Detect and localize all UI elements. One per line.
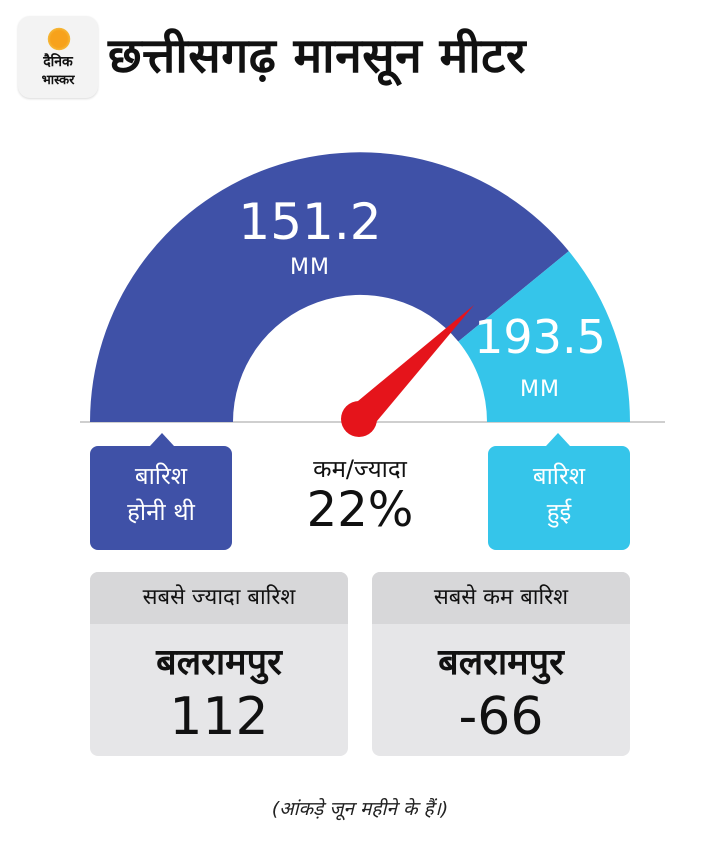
difference-label: कम/ज्यादा [313,455,407,483]
expected-label-pointer [150,433,174,446]
least-rain-value: -66 [458,687,544,747]
actual-label-line1: बारिश [532,462,586,490]
expected-rain-label: बारिश होनी थी [90,446,232,550]
expected-rain-unit: MM [290,255,330,280]
expected-rain-value: 151.2 [238,193,382,251]
actual-rain-unit: MM [520,377,560,402]
actual-label-line2: हुई [546,498,572,526]
dainik-bhaskar-logo: दैनिक भास्कर [18,16,98,98]
gauge-needle [341,305,474,437]
least-rain-header: सबसे कम बारिश [372,572,630,624]
most-rain-header: सबसे ज्यादा बारिश [90,572,348,624]
difference-value: 22% [306,482,414,538]
expected-rain-arc [90,152,569,423]
expected-label-line1: बारिश [134,462,188,490]
page-title: छत्तीसगढ़ मानसून मीटर [108,28,526,84]
actual-rain-label: बारिश हुई [488,446,630,550]
logo-line1: दैनिक [43,54,73,70]
most-rain-place: बलरामपुर [156,642,282,683]
least-rain-card: सबसे कम बारिश बलरामपुर -66 [372,572,630,756]
logo-line2: भास्कर [41,73,75,88]
actual-rain-arc [458,251,630,422]
most-rain-card: सबसे ज्यादा बारिश बलरामपुर 112 [90,572,348,756]
most-rain-value: 112 [169,687,269,747]
least-rain-place: बलरामपुर [438,642,564,683]
expected-label-line2: होनी थी [127,498,195,526]
actual-label-pointer [546,433,570,446]
sun-icon [46,26,72,52]
actual-rain-value: 193.5 [474,310,606,364]
footnote: (आंकड़े जून महीने के हैं।) [271,798,449,820]
